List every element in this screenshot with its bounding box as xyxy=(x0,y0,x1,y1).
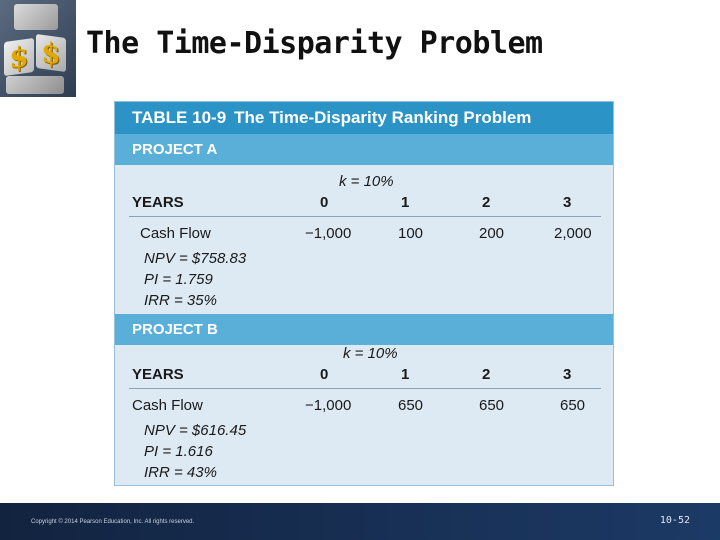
dollar-cube-icon: $ xyxy=(36,33,66,73)
project-a-year-1: 1 xyxy=(401,194,410,211)
divider xyxy=(129,388,601,389)
table-header: TABLE 10-9 The Time-Disparity Ranking Pro… xyxy=(115,102,613,134)
project-a-irr: IRR = 35% xyxy=(144,292,217,309)
logo-dollar-cubes: $ $ xyxy=(0,0,76,97)
divider xyxy=(129,216,601,217)
project-b-cash-flow-3: 650 xyxy=(560,397,586,414)
project-b-year-0: 0 xyxy=(320,366,329,383)
dollar-cube-icon: $ xyxy=(4,37,34,77)
project-a-cash-flow-1: 100 xyxy=(398,225,424,242)
project-a-year-0: 0 xyxy=(320,194,329,211)
footer-bar: Copyright © 2014 Pearson Education, Inc.… xyxy=(0,503,720,540)
project-b-year-3: 3 xyxy=(563,366,572,383)
project-b-irr: IRR = 43% xyxy=(144,464,217,481)
project-a-year-2: 2 xyxy=(482,194,491,211)
cube-icon xyxy=(14,4,58,30)
project-b-pi: PI = 1.616 xyxy=(144,443,213,460)
project-b-cash-flow-label: Cash Flow xyxy=(132,397,203,414)
project-a-year-3: 3 xyxy=(563,194,572,211)
project-a-cash-flow-label: Cash Flow xyxy=(140,225,211,242)
project-a-discount-rate: k = 10% xyxy=(339,173,394,190)
project-b-year-2: 2 xyxy=(482,366,491,383)
project-b-cash-flow-0: −1,000 xyxy=(305,397,352,414)
table-title: The Time-Disparity Ranking Problem xyxy=(234,108,532,127)
project-a-npv: NPV = $758.83 xyxy=(144,250,247,267)
project-b-header: PROJECT B xyxy=(115,314,613,345)
table-number: TABLE 10-9 xyxy=(132,108,227,127)
project-b-npv: NPV = $616.45 xyxy=(144,422,247,439)
project-b-cash-flow-2: 650 xyxy=(479,397,505,414)
project-a-cash-flow-0: −1,000 xyxy=(305,225,352,242)
project-a-cash-flow-3: 2,000 xyxy=(554,225,592,242)
project-a-cash-flow-2: 200 xyxy=(479,225,505,242)
slide-title: The Time-Disparity Problem xyxy=(86,26,543,61)
time-disparity-table: TABLE 10-9 The Time-Disparity Ranking Pro… xyxy=(114,101,614,486)
project-a-header: PROJECT A xyxy=(115,134,613,165)
project-b-discount-rate: k = 10% xyxy=(343,345,398,362)
project-a-pi: PI = 1.759 xyxy=(144,271,213,288)
project-b-years-label: YEARS xyxy=(132,366,184,383)
project-b-cash-flow-1: 650 xyxy=(398,397,424,414)
project-b-year-1: 1 xyxy=(401,366,410,383)
copyright-notice: Copyright © 2014 Pearson Education, Inc.… xyxy=(31,519,195,525)
project-a-years-label: YEARS xyxy=(132,194,184,211)
page-number: 10-52 xyxy=(659,515,690,526)
cube-icon xyxy=(6,76,64,94)
